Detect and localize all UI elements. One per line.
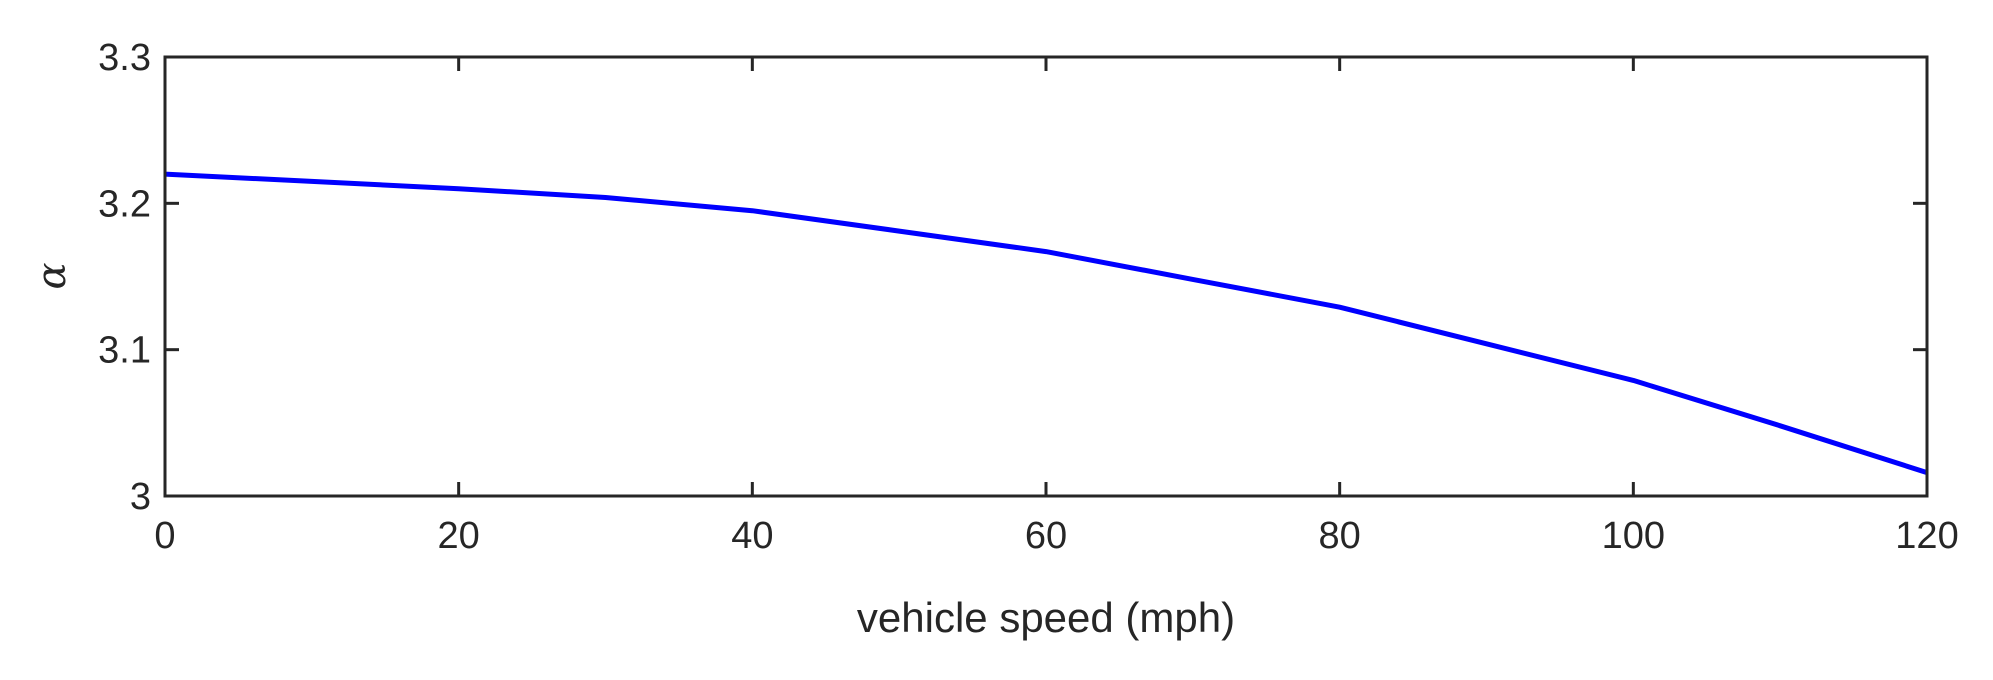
x-tick-label: 60	[1025, 515, 1067, 557]
x-axis-label: vehicle speed (mph)	[857, 594, 1235, 641]
plot-background	[165, 57, 1927, 496]
series-line	[164, 171, 1928, 475]
y-tick-label: 3.1	[98, 330, 151, 372]
x-tick-label: 0	[154, 515, 175, 557]
y-tick-label: 3	[130, 476, 151, 518]
x-tick-label: 120	[1895, 515, 1958, 557]
plot-frame	[163, 55, 1929, 498]
x-tick-label: 20	[438, 515, 480, 557]
y-axis-label: α	[29, 262, 75, 289]
y-tick-label: 3.2	[98, 183, 151, 225]
x-tick-label: 40	[731, 515, 773, 557]
y-tick-label: 3.3	[98, 37, 151, 79]
x-tick-label: 100	[1602, 515, 1665, 557]
x-tick-label: 80	[1319, 515, 1361, 557]
tick-layer: 0 20 40 60 80 100 120 3 3.1 3.2 3.3	[98, 37, 1959, 557]
data-layer	[164, 171, 1928, 475]
